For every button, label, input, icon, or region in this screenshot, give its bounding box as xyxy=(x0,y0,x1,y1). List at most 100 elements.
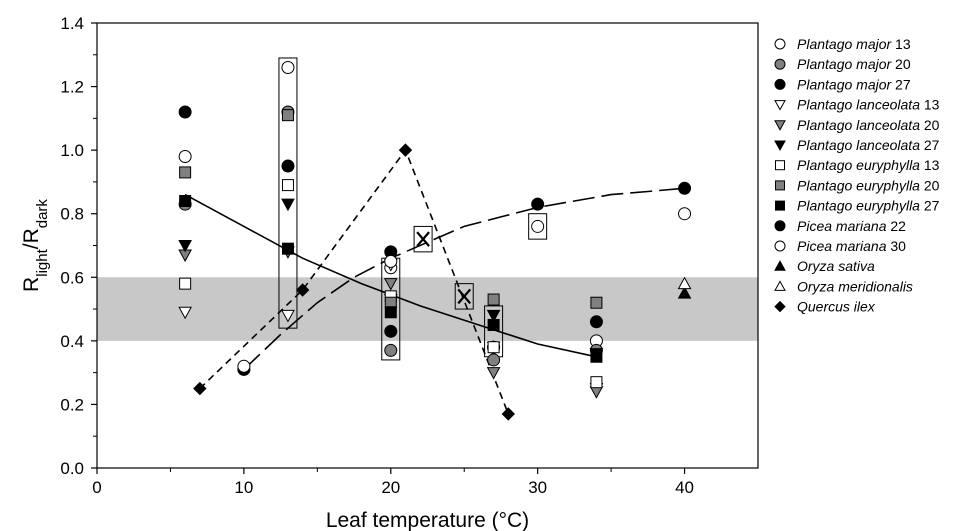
legend-marker-4 xyxy=(774,100,786,111)
legend-entry-11: Picea mariana 30 xyxy=(774,238,906,254)
legend-entry-9: Plantago euryphylla 27 xyxy=(775,198,940,214)
legend-species: Plantago lanceolata xyxy=(797,97,920,113)
point-series-9-2 xyxy=(281,242,294,255)
data-points-layer xyxy=(178,61,692,421)
point-series-8-2 xyxy=(281,109,294,122)
x-tick-label-10: 10 xyxy=(234,478,253,497)
legend-label-14: Quercus ilex xyxy=(797,299,876,315)
legend-label-5: Plantago lanceolata 20 xyxy=(797,117,940,133)
legend-species: Oryza sativa xyxy=(797,258,875,274)
point-series-10-4 xyxy=(678,181,692,195)
cross-stroke-b xyxy=(457,288,472,305)
legend-species: Plantago euryphylla xyxy=(797,177,920,193)
legend-label-7: Plantago euryphylla 13 xyxy=(797,157,940,173)
y-axis-title-sub-light: light xyxy=(34,248,51,276)
point-series-7-4 xyxy=(487,341,500,354)
legend-species: Picea mariana xyxy=(797,238,887,254)
x-tick-label-0: 0 xyxy=(92,478,101,497)
point-series-11-3 xyxy=(531,219,545,233)
point-series-6-2 xyxy=(281,198,295,212)
point-series-8-4 xyxy=(487,293,500,306)
legend-marker-8 xyxy=(775,180,785,191)
axes-layer: 0 10 20 30 40 0.0 0.2 0.4 0.6 0.8 1.0 1.2 1.4 xyxy=(60,14,759,497)
y-tick-label-1.2: 1.2 xyxy=(60,78,84,97)
legend-species: Plantago major xyxy=(797,56,893,72)
legend-marker-6 xyxy=(774,140,786,152)
legend-species: Picea mariana xyxy=(797,218,887,234)
point-series-11-2 xyxy=(384,254,398,268)
legend-marker-12 xyxy=(774,260,786,271)
y-axis-title-main: R xyxy=(20,277,43,292)
point-series-9-3 xyxy=(384,306,397,319)
cross-marker-1 xyxy=(416,231,430,247)
y-tick-label-0.0: 0.0 xyxy=(60,459,84,478)
legend-temperature: 27 xyxy=(891,76,911,92)
y-tick-label-0.2: 0.2 xyxy=(60,395,84,414)
legend-entry-2: Plantago major 20 xyxy=(774,56,911,72)
legend-species: Plantago euryphylla xyxy=(797,198,920,214)
point-series-14-2 xyxy=(295,283,310,297)
legend-marker-13 xyxy=(774,280,786,291)
y-axis-title-sub-dark: dark xyxy=(34,199,51,229)
point-series-6-1 xyxy=(178,240,192,253)
point-series-3-2 xyxy=(281,159,295,173)
legend-temperature: 20 xyxy=(920,117,940,133)
legend-marker-11 xyxy=(774,240,786,252)
point-series-8-5 xyxy=(590,296,603,309)
legend-temperature: 20 xyxy=(920,177,940,193)
legend-entry-7: Plantago euryphylla 13 xyxy=(775,157,940,173)
highlight-box-4 xyxy=(454,283,474,310)
point-series-10-3 xyxy=(531,197,545,211)
fit-curve-long-dash xyxy=(243,187,685,371)
point-series-8-1 xyxy=(179,166,192,179)
highlight-box-6 xyxy=(528,213,548,240)
y-axis-title: Rlight/Rdark xyxy=(20,199,51,292)
point-series-1-1 xyxy=(178,150,192,163)
legend-species: Plantago euryphylla xyxy=(797,157,920,173)
legend-species: Oryza meridionalis xyxy=(797,278,913,294)
legend-marker-5 xyxy=(774,120,786,131)
legend-entry-14: Quercus ilex xyxy=(774,299,876,315)
y-axis-title-sep: /R xyxy=(20,228,43,249)
x-tick-label-40: 40 xyxy=(675,478,694,497)
point-series-14-1 xyxy=(193,381,207,396)
legend-temperature: 13 xyxy=(891,36,911,52)
point-series-14-4 xyxy=(501,407,515,421)
legend-species: Plantago lanceolata xyxy=(797,117,920,133)
point-series-2-3 xyxy=(384,343,398,357)
point-series-6-4 xyxy=(486,309,501,323)
x-tick-label-20: 20 xyxy=(381,478,400,497)
fit-curve-short-dash xyxy=(199,148,510,415)
highlight-boxes-layer xyxy=(278,57,548,361)
legend-entry-1: Plantago major 13 xyxy=(774,36,911,52)
point-series-3-3 xyxy=(384,324,398,338)
legend-label-8: Plantago euryphylla 20 xyxy=(797,177,940,193)
point-series-12-1 xyxy=(677,286,692,299)
point-series-5-3 xyxy=(383,278,398,291)
legend-label-11: Picea mariana 30 xyxy=(797,238,906,254)
legend-label-10: Picea mariana 22 xyxy=(797,218,906,234)
y-tick-label-0.6: 0.6 xyxy=(60,268,84,287)
legend-marker-14 xyxy=(774,300,786,313)
legend-label-6: Plantago lanceolata 27 xyxy=(797,137,940,153)
point-series-7-5 xyxy=(590,376,603,389)
y-tick-label-0.4: 0.4 xyxy=(60,332,84,351)
legend-marker-2 xyxy=(774,58,786,70)
point-series-13-1 xyxy=(677,276,692,290)
legend-entry-8: Plantago euryphylla 20 xyxy=(775,177,940,193)
legend-species: Plantago major xyxy=(797,76,893,92)
legend-marker-10 xyxy=(774,220,786,232)
legend-temperature: 27 xyxy=(920,137,940,153)
legend-temperature: 13 xyxy=(920,97,940,113)
legend-marker-7 xyxy=(775,160,785,171)
legend-entry-6: Plantago lanceolata 27 xyxy=(774,137,940,153)
highlight-box-3 xyxy=(413,225,433,253)
legend-label-9: Plantago euryphylla 27 xyxy=(797,198,940,214)
legend-entry-5: Plantago lanceolata 20 xyxy=(774,117,940,133)
legend-temperature: 20 xyxy=(891,56,911,72)
legend-label-3: Plantago major 27 xyxy=(797,76,911,92)
cross-stroke-b xyxy=(416,231,430,247)
point-series-4-1 xyxy=(178,306,192,320)
legend-temperature: 27 xyxy=(920,198,940,214)
